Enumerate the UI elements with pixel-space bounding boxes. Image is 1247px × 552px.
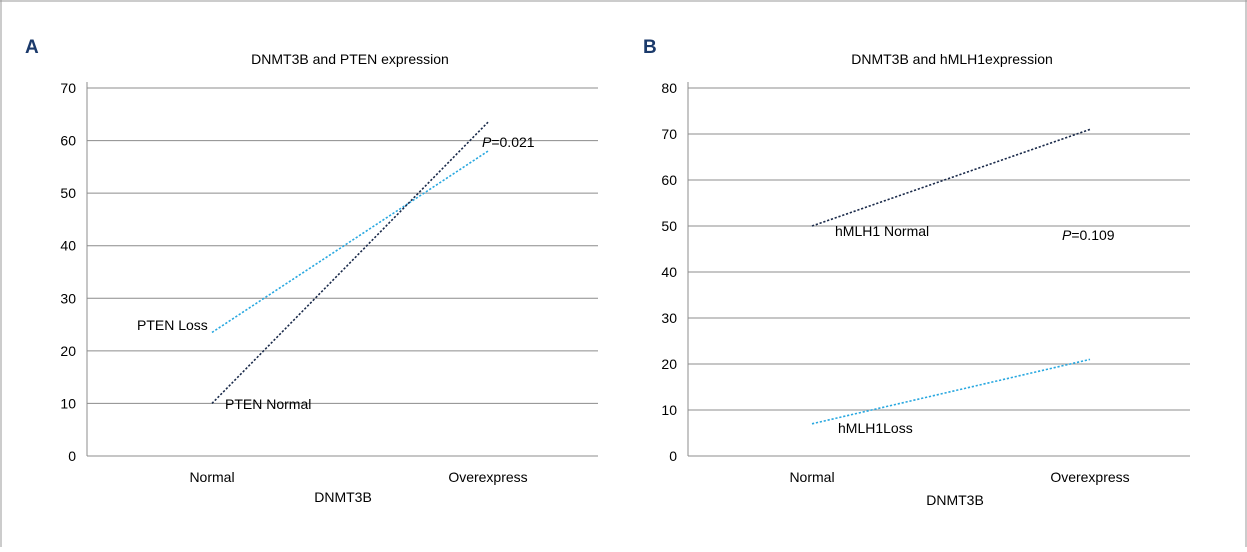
- x-axis-label: DNMT3B: [926, 492, 984, 508]
- x-tick-label: Overexpress: [448, 469, 527, 485]
- y-tick-label: 50: [60, 185, 76, 201]
- x-axis-label: DNMT3B: [314, 489, 372, 505]
- series-label-hmlh1-loss: hMLH1Loss: [838, 420, 913, 436]
- p-value-annotation: P=0.109: [1062, 227, 1115, 243]
- y-tick-label: 0: [68, 448, 76, 464]
- series-line-pten-loss: [211, 150, 489, 334]
- chart-title: DNMT3B and PTEN expression: [251, 51, 449, 67]
- panel-letter: B: [643, 37, 657, 58]
- y-tick-label: 60: [60, 133, 76, 149]
- series-label-hmlh1-normal: hMLH1 Normal: [835, 223, 929, 239]
- y-tick-label: 30: [661, 310, 677, 326]
- y-tick-label: 50: [661, 218, 677, 234]
- chart-title: DNMT3B and hMLH1expression: [851, 51, 1053, 67]
- y-tick-label: 80: [661, 80, 677, 96]
- y-tick-label: 60: [661, 172, 677, 188]
- panel-a: A DNMT3B and PTEN expression 0 10 20 30 40 50…: [25, 37, 598, 505]
- series-line-hmlh1loss: [811, 358, 1091, 425]
- series-label-pten-loss: PTEN Loss: [137, 317, 208, 333]
- y-tick-label: 0: [669, 448, 677, 464]
- y-tick-label: 70: [661, 126, 677, 142]
- x-tick-label: Normal: [789, 469, 834, 485]
- x-tick-label: Overexpress: [1050, 469, 1129, 485]
- series-label-pten-normal: PTEN Normal: [225, 396, 311, 412]
- y-tick-label: 40: [60, 238, 76, 254]
- series-line-hmlh1-normal: [811, 128, 1091, 227]
- series-line-pten-normal: [211, 121, 489, 404]
- y-tick-label: 40: [661, 264, 677, 280]
- y-tick-label: 70: [60, 80, 76, 96]
- y-tick-label: 20: [661, 356, 677, 372]
- y-tick-label: 10: [60, 395, 76, 411]
- y-tick-label: 20: [60, 343, 76, 359]
- y-tick-label: 30: [60, 290, 76, 306]
- panel-b: B DNMT3B and hMLH1expression 0 10 20 30 40 50…: [643, 37, 1190, 508]
- p-value-annotation: P=0.021: [482, 134, 535, 150]
- panel-letter: A: [25, 37, 39, 58]
- y-tick-label: 10: [661, 402, 677, 418]
- x-tick-label: Normal: [189, 469, 234, 485]
